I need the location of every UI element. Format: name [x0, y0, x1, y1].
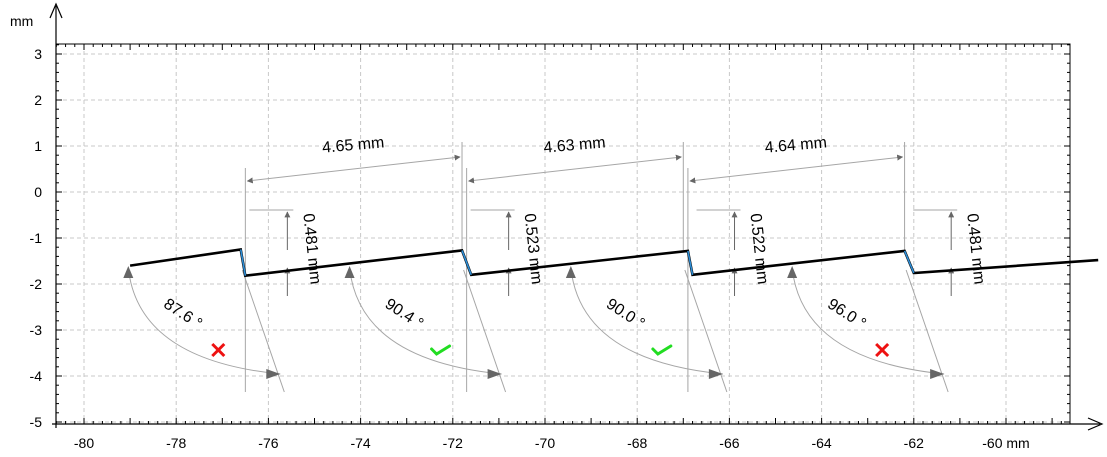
x-tick-label: -80 — [74, 435, 94, 451]
angle-leg-line — [905, 269, 949, 393]
y-tick-label: 3 — [34, 46, 42, 62]
angle-label: 90.4 ° — [382, 296, 426, 333]
step-height-label: 0.523 mm — [521, 213, 545, 286]
pitch-dimension-line — [246, 154, 461, 184]
angle-arrowhead — [708, 369, 723, 379]
axes: mm — [10, 2, 1104, 431]
angle-arrowhead — [266, 369, 281, 379]
y-tick-label: -2 — [30, 276, 43, 292]
pass-check-icon — [430, 344, 452, 356]
angle-arrowhead — [787, 266, 798, 278]
angle-arrowhead — [930, 369, 945, 379]
y-tick-label: -5 — [30, 414, 43, 430]
profile-line — [129, 248, 1099, 278]
step-height-label: 0.522 mm — [747, 213, 771, 286]
y-tick-label: -1 — [30, 230, 43, 246]
x-tick-label: -70 — [535, 435, 555, 451]
y-tick-label: 0 — [34, 184, 42, 200]
pitch-label: 4.65 mm — [322, 134, 385, 156]
profile-series — [129, 248, 1099, 278]
fail-cross-icon — [211, 342, 226, 358]
fail-cross-icon — [875, 342, 890, 358]
x-tick-label: -64 — [811, 435, 831, 451]
pitch-label: 4.64 mm — [764, 134, 827, 156]
x-tick-label: -60 mm — [982, 435, 1029, 451]
pitch-dimension-line — [468, 154, 682, 184]
x-axis-arrow-icon — [1087, 417, 1104, 431]
angle-arc — [570, 267, 723, 375]
angle-leg-line — [684, 269, 728, 393]
step-highlight — [687, 250, 694, 275]
x-tick-labels: -80 -78 -76 -74 -72 -70 -68 -66 -64 -62 -60 mm — [74, 435, 1030, 451]
y-axis-arrow-icon — [49, 2, 63, 19]
angle-arrowhead — [344, 266, 355, 278]
angle-arc — [127, 267, 281, 375]
step-height-label: 0.481 mm — [963, 213, 987, 286]
y-axis-unit-label: mm — [10, 13, 33, 29]
y-tick-label: -4 — [30, 368, 43, 384]
measurements: 4.65 mm 4.63 mm 4.64 mm 0.481 mm 0.523 mm 0.5… — [123, 134, 988, 393]
x-tick-label: -62 — [904, 435, 924, 451]
x-tick-label: -72 — [443, 435, 463, 451]
x-tick-label: -78 — [166, 435, 186, 451]
angle-leg-line — [241, 269, 285, 393]
step-highlight — [903, 250, 915, 274]
step-height-label: 0.481 mm — [299, 213, 323, 286]
angle-arrowhead — [565, 266, 576, 278]
pitch-dimension-line — [689, 154, 904, 184]
angle-label: 96.0 ° — [824, 296, 868, 333]
angle-arc — [349, 267, 502, 375]
x-tick-label: -68 — [627, 435, 647, 451]
y-tick-labels: 3 2 1 0 -1 -2 -3 -4 -5 — [30, 46, 43, 430]
angle-leg-line — [463, 269, 507, 393]
x-tick-label: -74 — [350, 435, 370, 451]
angle-arrowhead — [123, 266, 134, 278]
y-tick-label: -3 — [30, 322, 43, 338]
angle-label: 90.0 ° — [603, 296, 647, 333]
angle-arrowhead — [487, 369, 502, 379]
plot-frame — [55, 43, 1071, 425]
y-tick-label: 2 — [34, 92, 42, 108]
angle-label: 87.6 ° — [161, 296, 205, 333]
step-highlight — [239, 249, 247, 276]
pitch-label: 4.63 mm — [543, 134, 606, 156]
y-tick-label: 1 — [34, 138, 42, 154]
pass-check-icon — [651, 344, 673, 356]
step-highlight — [461, 250, 472, 276]
x-tick-label: -66 — [719, 435, 739, 451]
angle-arc — [791, 267, 945, 375]
x-tick-label: -76 — [258, 435, 278, 451]
grid — [56, 44, 1070, 424]
